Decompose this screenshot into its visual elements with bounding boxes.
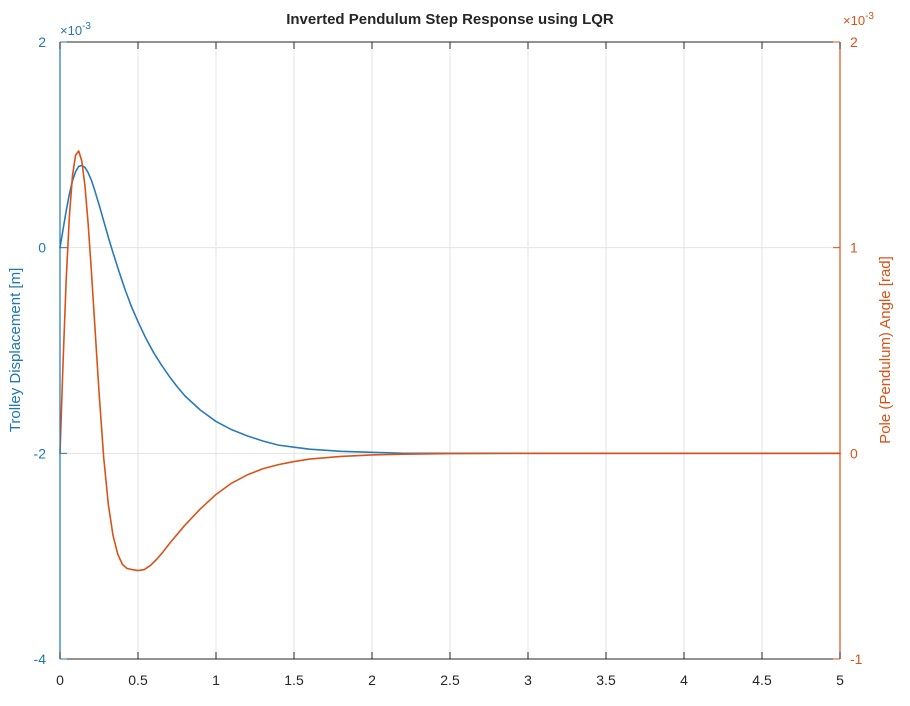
right-exponent-base: ×10 [843, 13, 865, 28]
right-tick-label: 2 [850, 34, 858, 50]
x-tick-label: 4 [680, 672, 688, 688]
right-exponent-power: -3 [865, 11, 874, 22]
x-tick-label: 3 [524, 672, 532, 688]
x-tick-label: 1.5 [284, 672, 304, 688]
left-tick-label: 2 [38, 34, 46, 50]
chart-title: Inverted Pendulum Step Response using LQ… [286, 11, 614, 28]
x-tick-label: 2.5 [440, 672, 460, 688]
x-tick-label: 3.5 [596, 672, 616, 688]
right-exponent-label: ×10-3 [843, 11, 874, 28]
left-exponent-base: ×10 [60, 23, 82, 38]
left-exponent-label: ×10-3 [60, 21, 91, 38]
x-tick-label: 5 [836, 672, 844, 688]
x-tick-label: 1 [212, 672, 220, 688]
x-tick-label: 0 [56, 672, 64, 688]
left-tick-label: 0 [38, 240, 46, 256]
right-tick-label: -1 [850, 651, 863, 667]
svg-text:×10-3: ×10-3 [60, 21, 91, 38]
left-exponent-power: -3 [82, 21, 91, 32]
right-axis-label: Pole (Pendulum) Angle [rad] [877, 256, 894, 444]
tick-labels: 0 0.5 1 1.5 2 2.5 3 3.5 4 4.5 5 -4 -2 0 2 -1 0 1 2 [34, 34, 863, 688]
pole-angle-line [59, 150, 841, 572]
svg-text:×10-3: ×10-3 [843, 11, 874, 28]
right-tick-label: 1 [850, 240, 858, 256]
x-tick-label: 4.5 [752, 672, 772, 688]
right-tick-label: 0 [850, 445, 858, 461]
axes [59, 41, 841, 660]
x-tick-label: 0.5 [128, 672, 148, 688]
left-tick-label: -2 [34, 445, 47, 461]
left-axis-label: Trolley Displacement [m] [7, 268, 24, 433]
left-tick-label: -4 [34, 651, 47, 667]
plot-series [59, 150, 841, 572]
x-tick-label: 2 [368, 672, 376, 688]
